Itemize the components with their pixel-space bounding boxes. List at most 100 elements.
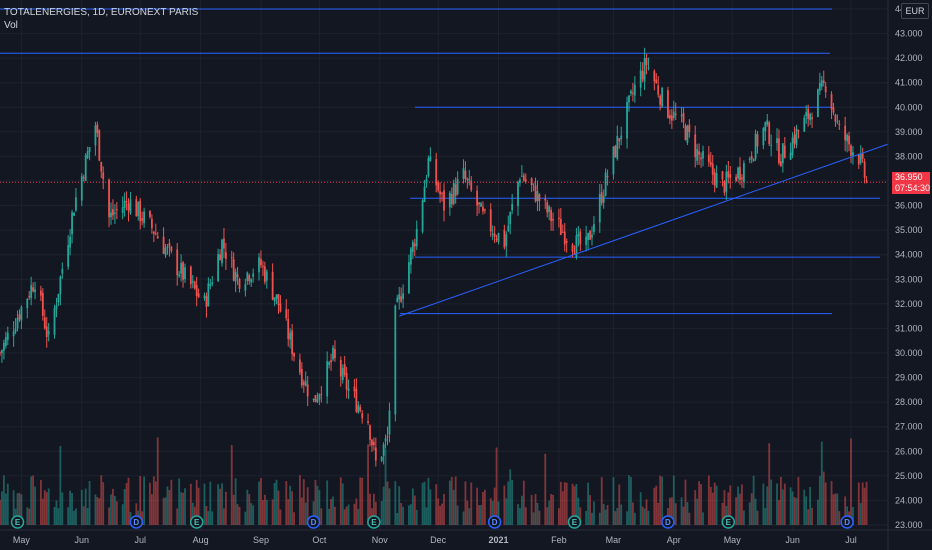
candle-body [252,273,255,277]
candle-body [577,233,580,237]
candle-body [361,413,364,419]
candle-body [84,154,87,182]
candle-body [75,197,77,211]
volume-bar [462,511,465,525]
candle-body [491,233,494,235]
volume-bar [511,479,514,525]
volume-bar [557,508,560,525]
dividend-marker-letter: D [311,518,317,527]
candle-body [100,161,103,172]
candle-body [57,293,60,303]
dividend-marker[interactable]: D [129,515,144,529]
volume-bar [415,509,418,525]
candle-body [834,114,837,122]
candle-body [781,143,784,164]
candle-body [534,185,537,202]
candle-body [30,285,33,299]
candle-body [261,265,264,267]
volume-bar [546,507,549,525]
volume-bar [275,479,278,525]
candle-body [425,178,428,184]
x-tick-label: Jun [75,535,90,545]
candle-body [236,274,239,278]
volume-bar [587,482,590,525]
candle-body [830,93,833,110]
candle-body [495,238,498,240]
volume-bar [850,438,852,525]
volume-bar [737,486,739,525]
volume-bar [670,497,673,525]
volume-bar [102,482,105,525]
volume-bar [425,507,428,525]
volume-bar [561,491,564,525]
earnings-marker[interactable]: E [721,515,736,529]
candle-body [238,279,241,289]
candle-body [411,242,414,253]
volume-bar [20,494,23,525]
volume-bar [423,481,426,525]
candle-body [546,202,549,213]
y-tick-label: 36.000 [895,201,923,211]
volume-bar [628,475,630,525]
dividend-marker[interactable]: D [487,515,502,529]
candle-body [248,275,251,282]
candle-body [795,128,798,145]
candle-body [667,90,669,118]
volume-bar [236,504,239,525]
earnings-marker[interactable]: E [10,515,25,529]
volume-bar [34,486,36,525]
volume-bar [149,482,151,525]
earnings-marker[interactable]: E [567,515,582,529]
y-tick-label: 24.000 [895,495,923,505]
volume-bar [258,481,260,525]
volume-bar [343,509,346,525]
volume-bar [224,491,227,525]
dividend-marker[interactable]: D [840,515,854,529]
volume-bar [304,502,307,525]
volume-bar [302,479,305,525]
candle-body [616,136,619,159]
volume-bar [559,481,562,525]
y-tick-label: 38.000 [895,151,923,161]
candle-body [341,367,344,381]
earnings-marker[interactable]: E [189,515,204,529]
candle-body [483,209,486,211]
candle-body [462,168,465,179]
volume-bar [339,477,342,525]
candle-body [700,157,702,160]
candle-body [339,359,342,377]
candle-body [217,254,220,282]
volume-bar [715,485,718,525]
currency-button[interactable]: EUR [901,3,929,19]
volume-bar [756,510,759,525]
volume-bar [548,500,551,525]
volume-bar [408,505,410,525]
earnings-marker[interactable]: E [367,515,381,529]
dividend-marker[interactable]: D [306,515,321,529]
volume-bar [176,508,179,525]
dividend-marker[interactable]: D [661,515,675,529]
volume-bar [191,502,194,525]
volume-bar [443,493,445,525]
y-tick-label: 25.000 [895,471,923,481]
candle-body [561,231,564,233]
volume-bar [238,506,241,525]
volume-bar [189,483,192,525]
volume-bar [61,492,64,525]
volume-bar [150,494,153,525]
candle-body [721,171,724,180]
dividend-marker-letter: D [844,518,850,527]
volume-bar [536,503,539,525]
volume-bar [852,506,854,525]
volume-bar [248,494,251,525]
candle-body [55,305,58,310]
candle-body [768,122,771,145]
volume-bar [203,483,206,525]
volume-bar [688,512,691,525]
volume-bar [57,508,60,525]
volume-bar [803,489,806,525]
volume-bar [32,475,35,525]
volume-bar [357,509,360,525]
volume-bar [4,493,7,525]
